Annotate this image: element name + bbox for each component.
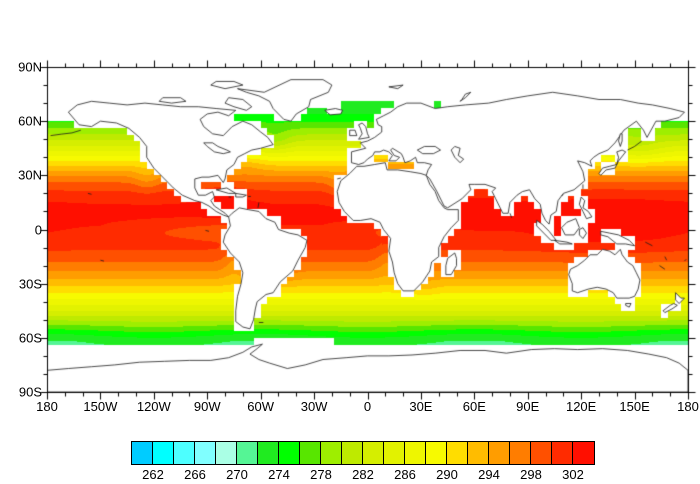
lon-tick-label: 180 [36,399,58,414]
colorbar [131,441,595,465]
colorbar-box [510,442,531,464]
colorbar-box [279,442,300,464]
lat-tick-label: 90N [18,59,42,75]
colorbar-tick-label: 282 [352,467,374,482]
colorbar-tick-label: 270 [226,467,248,482]
lon-tick-label: 150E [619,399,650,414]
colorbar-box [237,442,258,464]
lon-tick-label: 30W [300,399,328,414]
lon-tick-label: 60W [247,399,275,414]
colorbar-box [321,442,342,464]
lon-tick-label: 120E [565,399,597,414]
lat-tick-label: 90S [18,384,42,400]
colorbar-tick-label: 278 [310,467,332,482]
colorbar-box [384,442,405,464]
colorbar-box [573,442,594,464]
lat-tick-label: 60N [18,113,42,129]
colorbar-box [174,442,195,464]
colorbar-tick-label: 294 [478,467,500,482]
colorbar-tick-label: 298 [520,467,542,482]
lon-tick-label: 30E [409,399,433,414]
colorbar-tick-label: 274 [268,467,290,482]
colorbar-tick-label: 302 [562,467,584,482]
colorbar-box [258,442,279,464]
lon-tick-label: 180 [677,399,699,414]
colorbar-box [342,442,363,464]
colorbar-tick-label: 266 [184,467,206,482]
colorbar-box [195,442,216,464]
colorbar-box [489,442,510,464]
lat-tick-label: 60S [18,330,42,346]
lat-tick-label: 30N [18,167,42,183]
lon-tick-label: 90E [516,399,540,414]
colorbar-box [216,442,237,464]
colorbar-box [447,442,468,464]
colorbar-box [552,442,573,464]
colorbar-box [363,442,384,464]
lon-tick-label: 150W [83,399,118,414]
colorbar-box [531,442,552,464]
lon-tick-label: 90W [193,399,221,414]
lon-tick-label: 0 [363,399,372,414]
colorbar-box [405,442,426,464]
colorbar-box [468,442,489,464]
colorbar-box [426,442,447,464]
lat-tick-label: 0 [34,222,42,237]
colorbar-box [300,442,321,464]
colorbar-tick-label: 290 [436,467,458,482]
lat-tick-label: 30S [18,276,42,292]
colorbar-box [153,442,174,464]
lon-tick-label: 120W [136,399,171,414]
lon-tick-label: 60E [462,399,486,414]
colorbar-box [132,442,153,464]
colorbar-tick-label: 286 [394,467,416,482]
colorbar-tick-label: 262 [142,467,164,482]
